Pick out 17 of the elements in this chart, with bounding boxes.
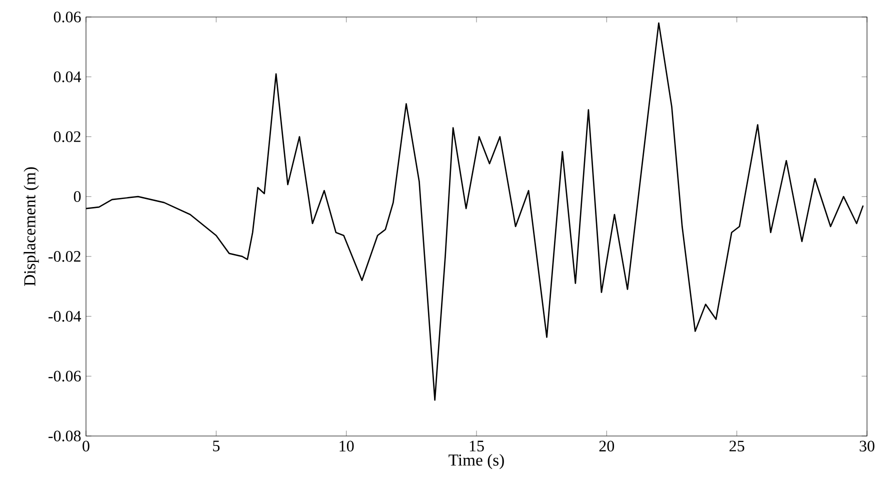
y-tick-label: -0.08: [48, 430, 81, 442]
x-tick-label: 30: [860, 440, 874, 452]
y-tick-label: 0.04: [54, 71, 82, 82]
y-axis-title: Displacement (m): [24, 167, 39, 286]
y-tick-label: 0.02: [54, 131, 80, 142]
x-tick-label: 5: [213, 440, 220, 452]
x-tick-label: 15: [470, 440, 484, 452]
y-tick-label: -0.06: [48, 370, 81, 382]
x-axis-title: Time (s): [448, 454, 504, 470]
y-tick-label: 0: [74, 191, 81, 202]
x-tick-label: 20: [599, 440, 614, 452]
y-tick-label: 0.06: [54, 12, 81, 22]
x-tick-label: 0: [82, 440, 90, 452]
y-tick-label: -0.04: [48, 310, 82, 322]
y-tick-label: -0.02: [48, 250, 80, 262]
x-tick-label: 10: [340, 440, 354, 452]
x-tick-label: 25: [730, 440, 744, 452]
